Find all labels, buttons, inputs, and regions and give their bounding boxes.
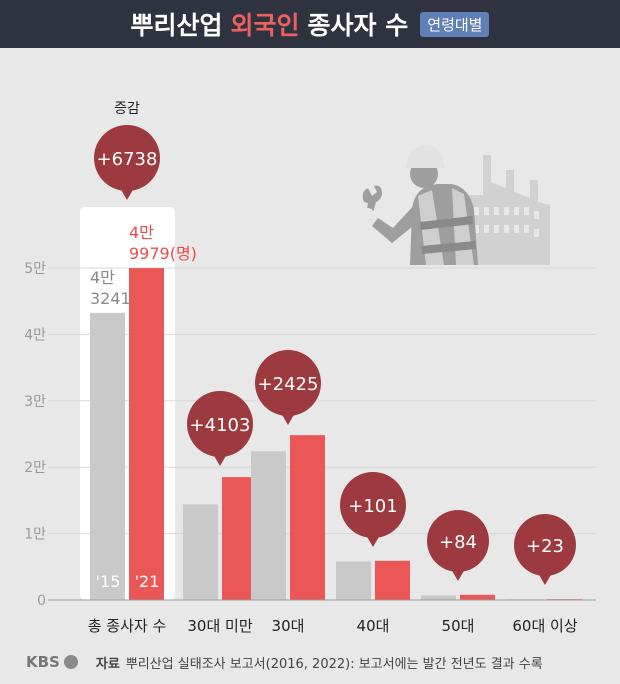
- y-axis: 0 1만 2만 3만 4만 5만: [24, 261, 46, 609]
- title-badge: 연령대별: [420, 11, 490, 37]
- title-highlight: 외국인: [230, 11, 300, 40]
- x-tick-label: 60대 이상: [512, 617, 577, 635]
- x-tick-label: 50대: [442, 617, 475, 635]
- bar-2021: [460, 594, 495, 600]
- y-tick-label: 4만: [24, 327, 46, 343]
- bar-2021: [129, 268, 164, 600]
- bubble-pointer: [451, 569, 465, 581]
- bar-2015: [183, 504, 218, 600]
- footer: KBS 자료 뿌리산업 실태조사 보고서(2016, 2022): 보고서에는 …: [0, 640, 620, 684]
- title-part2: 종사자 수: [307, 11, 409, 40]
- change-bubble: +84: [427, 510, 489, 581]
- change-bubble: +23: [514, 514, 576, 585]
- vest-stripes: [420, 216, 476, 254]
- bar-2021: [290, 435, 325, 600]
- worker-arm: [372, 204, 418, 243]
- change-header: 증감: [114, 101, 140, 117]
- series-label-2015: '15: [96, 572, 121, 591]
- worker-hand: [362, 208, 374, 220]
- bubble-pointer: [120, 188, 134, 200]
- y-tick-label: 2만: [24, 460, 46, 476]
- bubble-pointer: [213, 454, 227, 466]
- source-text: 뿌리산업 실태조사 보고서(2016, 2022): 보고서에는 발간 전년도 …: [125, 656, 543, 672]
- kbs-logo: KBS: [26, 653, 78, 671]
- x-tick-label: 40대: [357, 617, 390, 635]
- y-tick-label: 5만: [24, 261, 46, 277]
- bars: [90, 268, 582, 600]
- change-value: +6738: [97, 149, 158, 170]
- change-bubble: +101: [340, 472, 406, 547]
- x-tick-label: 총 종사자 수: [88, 617, 167, 635]
- bubble-circle: [514, 514, 576, 576]
- worker-illustration: [362, 145, 550, 265]
- y-tick-label: 0: [37, 593, 46, 609]
- change-value: +4103: [190, 415, 251, 436]
- bubble-pointer: [538, 573, 552, 585]
- y-tick-label: 1만: [24, 527, 46, 543]
- total-label-2021-line2: 9979(명): [129, 244, 197, 263]
- factory-windows: [474, 207, 539, 237]
- change-bubble: +4103: [187, 391, 253, 466]
- bar-2015: [421, 595, 456, 600]
- bar-labels: '15 '21 4만 3241 4만 9979(명): [90, 223, 197, 591]
- bar-2015: [251, 451, 286, 600]
- change-bubble: +6738: [94, 125, 160, 200]
- x-axis: 총 종사자 수 30대 미만 30대 40대 50대 60대 이상: [88, 617, 578, 635]
- change-value: +101: [348, 496, 397, 517]
- change-value: +23: [526, 536, 564, 557]
- bar-2015: [336, 561, 371, 600]
- title-part1: 뿌리산업: [130, 11, 223, 40]
- x-tick-label: 30대 미만: [187, 617, 252, 635]
- total-label-2015-line2: 3241: [90, 289, 131, 308]
- bubble-circle: [255, 350, 321, 416]
- change-value: +2425: [258, 374, 319, 395]
- series-label-2021: '21: [135, 572, 160, 591]
- bar-2021: [375, 560, 410, 600]
- bubble-pointer: [366, 535, 380, 547]
- bubble-pointer: [281, 413, 295, 425]
- bar-2015: [90, 312, 125, 600]
- total-label-2021-line1: 4만: [129, 223, 154, 242]
- bubble-circle: [340, 472, 406, 538]
- y-tick-label: 3만: [24, 394, 46, 410]
- change-bubbles: +6738 +4103 +2425 +101 +84 +23: [94, 125, 576, 585]
- chart-title: 뿌리산업 외국인 종사자 수 연령대별: [0, 0, 620, 48]
- change-bubble: +2425: [255, 350, 321, 425]
- source-label: 자료: [95, 656, 120, 672]
- bubble-circle: [187, 391, 253, 457]
- hard-hat-icon: [404, 145, 446, 168]
- total-label-2015-line1: 4만: [90, 268, 115, 287]
- bubble-circle: [94, 125, 160, 191]
- x-tick-label: 30대: [272, 617, 305, 635]
- bubble-circle: [427, 510, 489, 572]
- change-value: +84: [439, 532, 477, 553]
